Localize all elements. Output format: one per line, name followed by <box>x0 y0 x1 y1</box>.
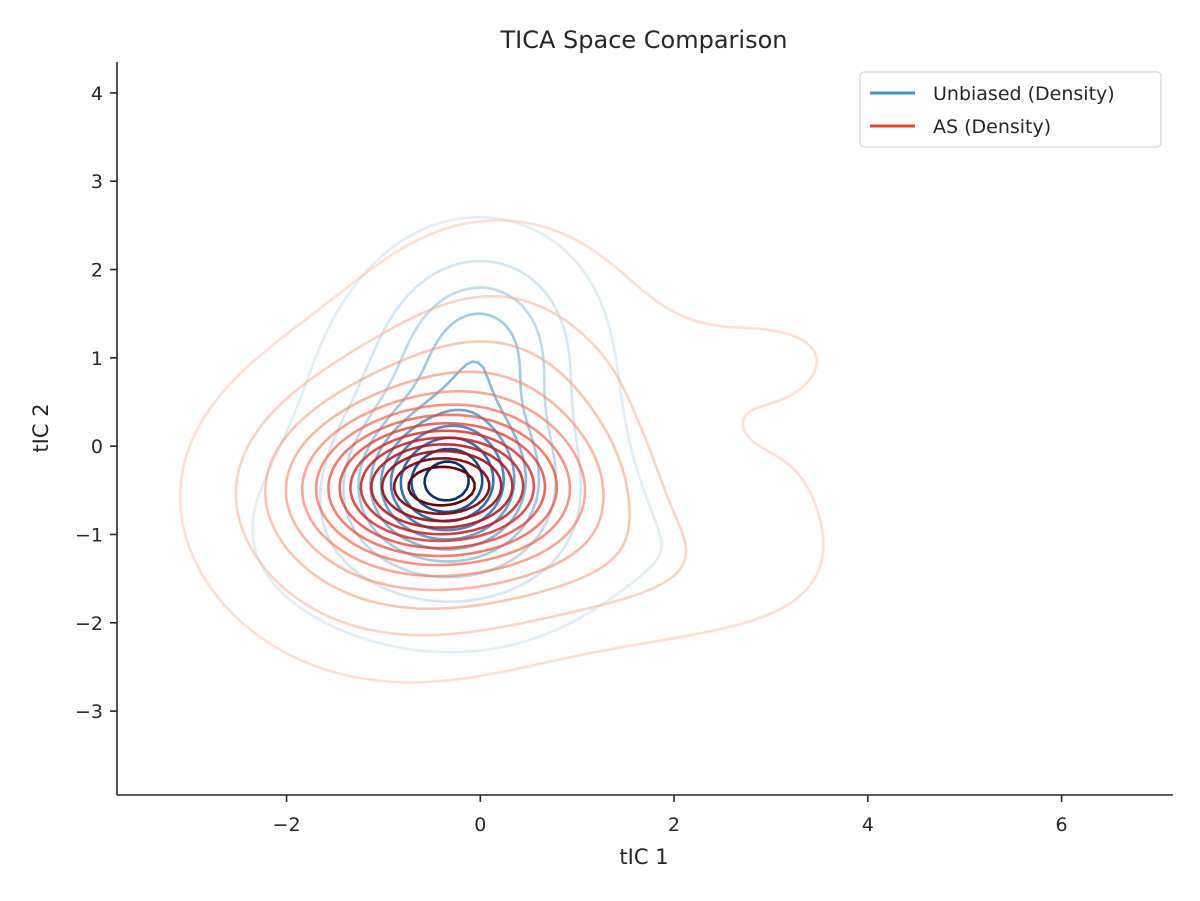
chart-title: TICA Space Comparison <box>499 26 787 54</box>
contour-line-as <box>234 294 688 637</box>
x-tick-label: 2 <box>668 814 680 836</box>
contour-line-as <box>264 340 631 610</box>
contour-line-as <box>370 443 514 529</box>
contour-layer <box>178 215 825 684</box>
plot-area <box>178 215 825 684</box>
x-ticks: −2 0 2 4 6 <box>273 795 1068 836</box>
legend-label-unbiased: Unbiased (Density) <box>933 83 1115 105</box>
legend-box <box>859 71 1162 148</box>
y-tick-label: −1 <box>75 524 103 546</box>
x-tick-label: 0 <box>474 814 486 836</box>
x-axis-label: tIC 1 <box>619 845 668 869</box>
contour-line-as <box>349 429 536 543</box>
y-tick-label: −3 <box>75 701 103 723</box>
contour-line-as <box>300 389 587 578</box>
x-tick-label: −2 <box>273 814 301 836</box>
contour-line-as <box>314 403 572 567</box>
contour-line-as <box>380 449 503 523</box>
contour-line-as <box>327 413 559 558</box>
contour-line-unbiased <box>251 215 663 654</box>
y-axis-label: tIC 2 <box>29 403 53 452</box>
legend-label-as: AS (Density) <box>933 116 1051 138</box>
axes: −2 0 2 4 6 −3 −2 −1 0 1 2 3 4 <box>75 62 1173 836</box>
y-tick-label: 4 <box>91 83 103 105</box>
contour-line-as <box>284 370 605 592</box>
y-ticks: −3 −2 −1 0 1 2 3 4 <box>75 83 117 723</box>
x-tick-label: 6 <box>1056 814 1068 836</box>
y-tick-label: 2 <box>91 260 103 282</box>
contour-line-as <box>407 465 476 507</box>
contour-line-as <box>338 422 547 550</box>
y-tick-label: 1 <box>91 348 103 370</box>
contour-line-unbiased <box>423 460 470 502</box>
x-tick-label: 4 <box>862 814 874 836</box>
y-tick-label: 3 <box>91 171 103 193</box>
y-tick-label: −2 <box>75 613 103 635</box>
legend: Unbiased (Density) AS (Density) <box>859 71 1162 148</box>
contour-line-as <box>392 457 491 516</box>
y-tick-label: 0 <box>91 436 103 458</box>
contour-line-as <box>178 219 825 684</box>
contour-line-unbiased <box>318 259 582 603</box>
contour-line-as <box>359 436 525 536</box>
